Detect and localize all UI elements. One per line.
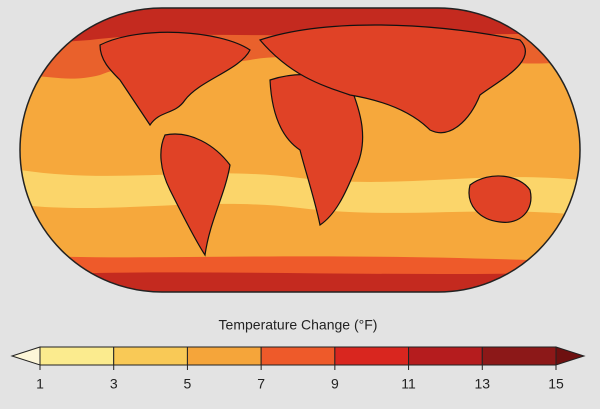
color-bin bbox=[260, 346, 336, 366]
color-bin bbox=[408, 346, 483, 366]
tick-label: 13 bbox=[474, 376, 490, 392]
color-bin bbox=[334, 346, 410, 366]
legend-title: Temperature Change (°F) bbox=[219, 317, 378, 333]
tick-label: 3 bbox=[110, 376, 118, 392]
tick-label: 11 bbox=[401, 376, 416, 392]
color-bin bbox=[39, 346, 115, 366]
color-bin bbox=[113, 346, 188, 366]
map-outline bbox=[19, 7, 581, 293]
world-map bbox=[20, 8, 580, 292]
color-bin bbox=[481, 346, 557, 366]
over-triangle bbox=[555, 346, 586, 366]
tick-label: 9 bbox=[331, 376, 339, 392]
tick-label: 1 bbox=[36, 376, 44, 392]
under-triangle bbox=[10, 346, 41, 366]
tick-label: 7 bbox=[257, 376, 265, 392]
color-bin bbox=[186, 346, 262, 366]
tick-label: 5 bbox=[184, 376, 192, 392]
tick-label: 15 bbox=[548, 376, 564, 392]
